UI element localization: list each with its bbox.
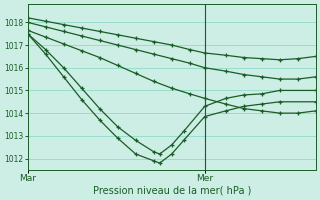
X-axis label: Pression niveau de la mer( hPa ): Pression niveau de la mer( hPa ) (92, 186, 251, 196)
